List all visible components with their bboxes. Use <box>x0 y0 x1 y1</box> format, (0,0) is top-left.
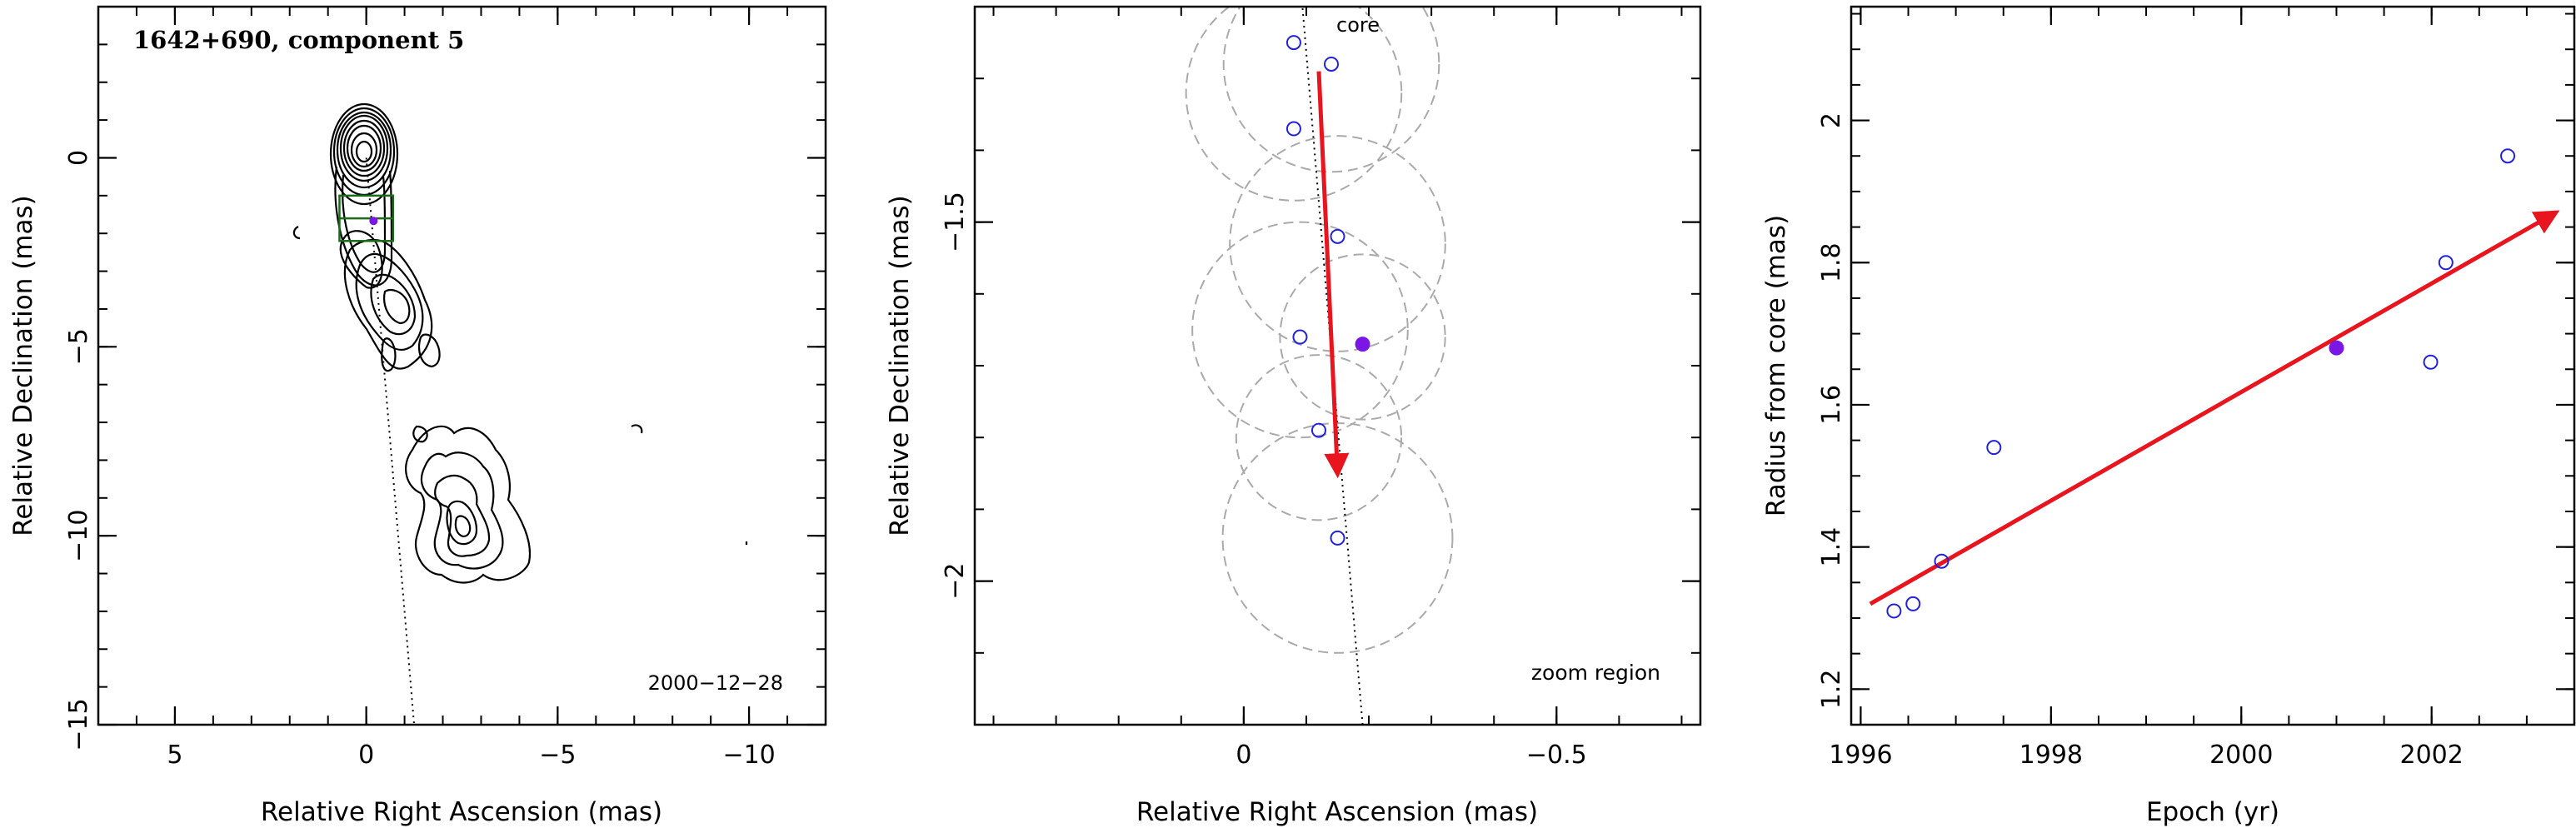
component-5-marker <box>1355 337 1370 352</box>
panel-3-y-axis-label: Radius from core (mas) <box>1761 215 1791 516</box>
radius-data-point <box>1886 603 1902 619</box>
panel-1-frame <box>97 5 827 726</box>
x-tick-label: 2000 <box>2209 741 2273 770</box>
component-position-point <box>1330 228 1345 244</box>
panel-2-frame <box>973 5 1702 726</box>
y-tick-label: −15 <box>64 698 93 751</box>
linear-fit-arrow <box>1869 210 2560 606</box>
x-tick-label: 1998 <box>2019 741 2083 770</box>
y-tick-label: −1.5 <box>941 192 970 252</box>
uncertainty-circle <box>1235 354 1403 521</box>
y-tick-label: −2 <box>941 562 970 599</box>
uncertainty-circle <box>1191 221 1409 439</box>
panel-3-x-axis-label: Epoch (yr) <box>2146 797 2279 827</box>
y-tick-label: 1.8 <box>1817 242 1846 282</box>
panel-1-epoch-label: 2000−12−28 <box>648 671 783 695</box>
component-positions <box>1286 35 1345 546</box>
x-tick-label: 5 <box>167 741 182 770</box>
x-tick-label: 2002 <box>2400 741 2464 770</box>
panel-2-x-axis-label: Relative Right Ascension (mas) <box>1136 797 1538 827</box>
uncertainty-circle <box>1185 7 1403 202</box>
radius-data-point <box>1905 596 1921 611</box>
position-uncertainty-circles <box>1185 7 1454 654</box>
panel-1-ticks: 5 0 −5 −10 0 −5 −10 −15 <box>64 6 826 770</box>
uncertainty-circle <box>1229 135 1446 352</box>
x-tick-label: 1996 <box>1829 741 1892 770</box>
component-5-marker <box>369 217 378 226</box>
motion-vector-arrow <box>1316 71 1350 479</box>
component-position-point <box>1310 422 1326 438</box>
jet-ridge-line <box>365 157 416 725</box>
radius-data-point <box>1934 553 1949 569</box>
radius-data-point <box>2423 354 2439 370</box>
y-tick-label: 1.6 <box>1817 385 1846 425</box>
contour-map <box>292 102 748 584</box>
component-position-point <box>1292 329 1308 345</box>
radius-data-point <box>2500 148 2516 164</box>
y-tick-label: 1.4 <box>1817 527 1846 567</box>
x-tick-label: −10 <box>722 741 775 770</box>
core-direction-label: core <box>1336 13 1380 37</box>
radius-data-point <box>2438 255 2454 271</box>
uncertainty-circle <box>1279 253 1446 421</box>
radius-data-point <box>1986 440 2002 456</box>
zoom-region-label: zoom region <box>1531 661 1660 685</box>
radius-data-points <box>1886 148 2516 619</box>
y-tick-label: −5 <box>64 328 93 365</box>
panel-1-title: 1642+690, component 5 <box>133 26 464 54</box>
panel-1-x-axis-label: Relative Right Ascension (mas) <box>261 797 662 827</box>
panel-2-ticks: 0 −0.5 −1.5 −2 <box>941 6 1700 770</box>
panel-3-radius-vs-epoch: 1996 1998 2000 2002 1.2 1.4 1.6 1.8 2 Epoch (yr)… <box>1761 5 2576 827</box>
component-position-point <box>1286 121 1301 137</box>
panel-2-zoom: 0 −0.5 −1.5 −2 core zoom region Relative Ri… <box>885 5 1702 827</box>
panel-3-ticks: 1996 1998 2000 2002 1.2 1.4 1.6 1.8 2 <box>1817 7 2575 770</box>
y-tick-label: 0 <box>64 150 93 166</box>
x-tick-label: 0 <box>1236 741 1251 770</box>
uncertainty-circle <box>1221 421 1454 654</box>
x-tick-label: −5 <box>539 741 576 770</box>
highlighted-epoch-point <box>2329 340 2344 356</box>
component-position-point <box>1286 35 1301 51</box>
panel-1-radio-map: 5 0 −5 −10 0 −5 −10 −15 1642+690, component 5 2… <box>8 5 827 827</box>
component-position-point <box>1330 530 1345 546</box>
y-tick-label: 1.2 <box>1817 669 1846 709</box>
x-tick-label: −0.5 <box>1526 741 1587 770</box>
y-tick-label: −10 <box>64 510 93 562</box>
x-tick-label: 0 <box>358 741 374 770</box>
panel-1-y-axis-label: Relative Declination (mas) <box>8 195 38 536</box>
uncertainty-circle <box>1222 7 1440 173</box>
panel-3-frame <box>1850 5 2576 726</box>
y-tick-label: 2 <box>1817 112 1846 128</box>
component-position-point <box>1323 56 1339 72</box>
panel-2-y-axis-label: Relative Declination (mas) <box>885 195 915 536</box>
